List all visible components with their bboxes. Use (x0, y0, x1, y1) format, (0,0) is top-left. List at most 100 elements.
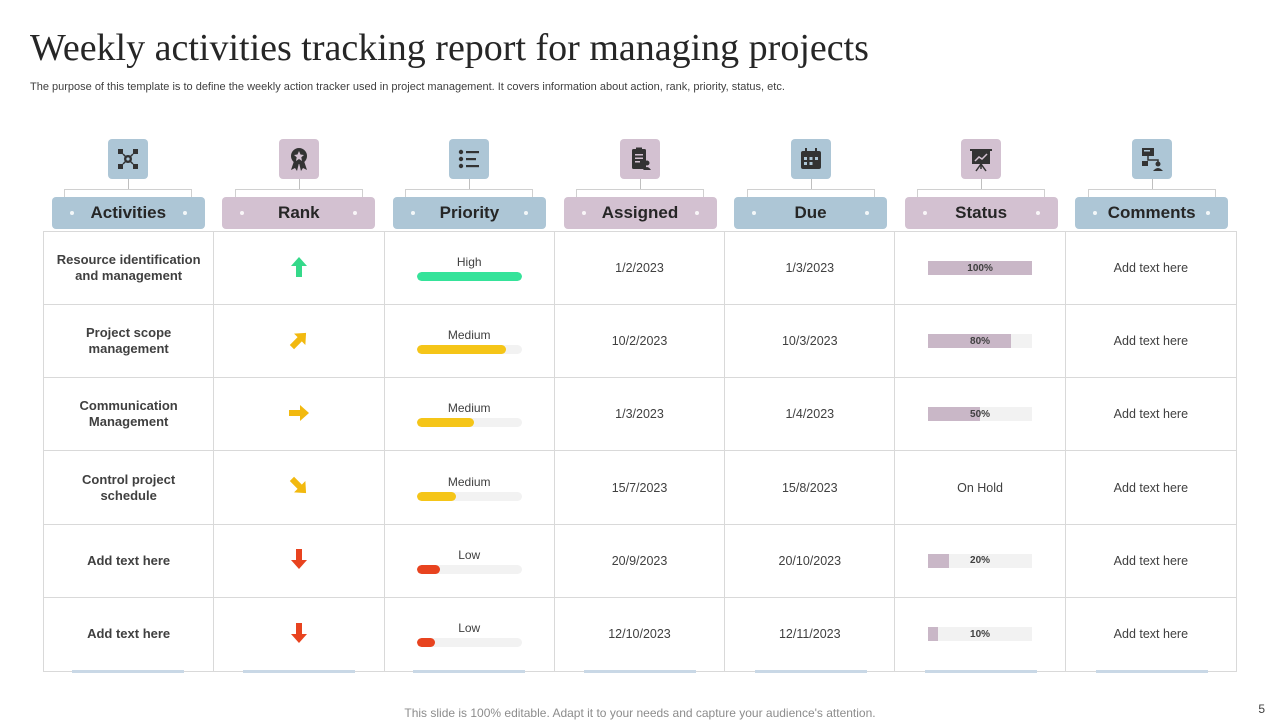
status-percent: 100% (967, 262, 993, 274)
status-cell: 100% (895, 232, 1066, 306)
column-header-label: Rank (278, 203, 320, 222)
comment-cell: Add text here (1066, 598, 1236, 671)
checklist-icon (449, 139, 490, 190)
network-gear-icon (108, 139, 149, 190)
activity-name: Communication Management (79, 398, 178, 430)
priority-bar-fill (416, 638, 435, 648)
activity-name: Add text here (87, 626, 171, 642)
column-underline (925, 670, 1038, 673)
priority-bar (416, 638, 522, 648)
priority-label: Medium (447, 474, 491, 489)
comment-cell: Add text here (1065, 525, 1236, 598)
presentation-board-icon (961, 139, 1002, 190)
status-progress-fill (928, 407, 981, 422)
priority-cell: Medium (384, 378, 555, 452)
status-cell: On Hold (895, 451, 1066, 525)
status-progress-fill (928, 627, 939, 642)
priority-label: Medium (447, 401, 491, 416)
column-header-comments: Comments (1075, 197, 1229, 229)
status-percent: 80% (970, 335, 991, 347)
activity-name: Add text here (87, 552, 171, 568)
rank-arrow-down-icon (287, 621, 311, 648)
status-progress-bar: 100% (928, 261, 1033, 276)
org-chart-user-icon (1131, 139, 1172, 190)
column-header-due: Due (734, 197, 888, 229)
priority-bar (416, 272, 522, 282)
priority-bar (416, 345, 522, 355)
priority-cell: Low (384, 524, 555, 598)
rank-arrow-down-right-icon (287, 474, 311, 501)
column-header-label: Activities (90, 203, 167, 222)
status-progress-bar: 80% (928, 334, 1033, 349)
priority-cell: Medium (384, 451, 555, 525)
column-header-priority: Priority (392, 197, 546, 229)
column-underline (1095, 670, 1208, 673)
rank-cell (214, 232, 385, 306)
due-cell: 12/11/2023 (725, 597, 896, 671)
column-underline (413, 670, 526, 673)
column-header-label: Status (955, 203, 1008, 222)
footer-note: This slide is 100% editable. Adapt it to… (404, 706, 876, 720)
comment-text: Add text here (1113, 407, 1189, 422)
column-underline (72, 670, 185, 673)
page-subtitle: The purpose of this template is to defin… (30, 81, 785, 93)
assigned-cell: 15/7/2023 (554, 451, 726, 525)
priority-bar (416, 564, 522, 574)
assigned-date: 1/3/2023 (615, 407, 664, 422)
status-progress-bar: 50% (928, 407, 1033, 422)
comment-cell: Add text here (1065, 232, 1236, 306)
priority-cell: High (384, 232, 555, 306)
column-header-rank: Rank (222, 197, 376, 229)
column-underline (754, 670, 867, 673)
activity-cell: Resource identification and management (44, 232, 215, 306)
due-date: 12/11/2023 (778, 627, 841, 642)
calendar-icon (790, 139, 831, 190)
column-header-status: Status (904, 197, 1058, 229)
priority-bar (416, 418, 522, 428)
rank-cell (214, 451, 385, 525)
due-cell: 10/3/2023 (725, 305, 896, 379)
rank-arrow-up-icon (287, 255, 311, 282)
due-date: 20/10/2023 (778, 553, 842, 568)
activity-name: Project scope management (86, 325, 172, 357)
assigned-cell: 12/10/2023 (555, 597, 726, 671)
award-badge-icon (278, 139, 319, 190)
priority-bar-fill (416, 491, 456, 501)
priority-cell: Low (385, 597, 555, 671)
activity-cell: Control project schedule (44, 451, 215, 525)
due-date: 15/8/2023 (781, 480, 838, 495)
priority-label: High (456, 255, 482, 270)
comment-text: Add text here (1113, 627, 1189, 642)
comment-cell: Add text here (1065, 451, 1236, 525)
due-date: 1/4/2023 (785, 407, 835, 422)
due-cell: 15/8/2023 (725, 451, 896, 525)
column-header-assigned: Assigned (563, 197, 717, 229)
assigned-date: 20/9/2023 (611, 553, 668, 568)
assigned-date: 12/10/2023 (608, 627, 671, 642)
rank-arrow-up-right-icon (287, 328, 311, 355)
rank-cell (214, 378, 385, 452)
page-title: Weekly activities tracking report for ma… (30, 27, 869, 69)
status-progress-bar: 20% (928, 553, 1033, 568)
status-text: On Hold (957, 480, 1003, 495)
comment-cell: Add text here (1065, 305, 1236, 379)
activity-cell: Project scope management (44, 305, 215, 379)
rank-arrow-right-icon (287, 401, 311, 428)
comment-cell: Add text here (1065, 378, 1236, 452)
priority-label: Medium (447, 328, 491, 343)
assigned-cell: 1/2/2023 (554, 232, 726, 306)
due-cell: 1/3/2023 (725, 232, 896, 306)
due-date: 1/3/2023 (785, 261, 835, 276)
status-progress-fill (928, 261, 1033, 276)
rank-cell (214, 597, 385, 671)
status-percent: 10% (970, 628, 991, 640)
column-header-label: Due (794, 203, 827, 222)
column-underline (242, 670, 355, 673)
status-percent: 50% (970, 408, 991, 420)
priority-bar (416, 491, 522, 501)
due-cell: 20/10/2023 (725, 524, 896, 598)
assigned-cell: 10/2/2023 (554, 305, 726, 379)
status-progress-fill (928, 553, 949, 568)
priority-label: Low (458, 547, 481, 562)
rank-cell (214, 305, 385, 379)
